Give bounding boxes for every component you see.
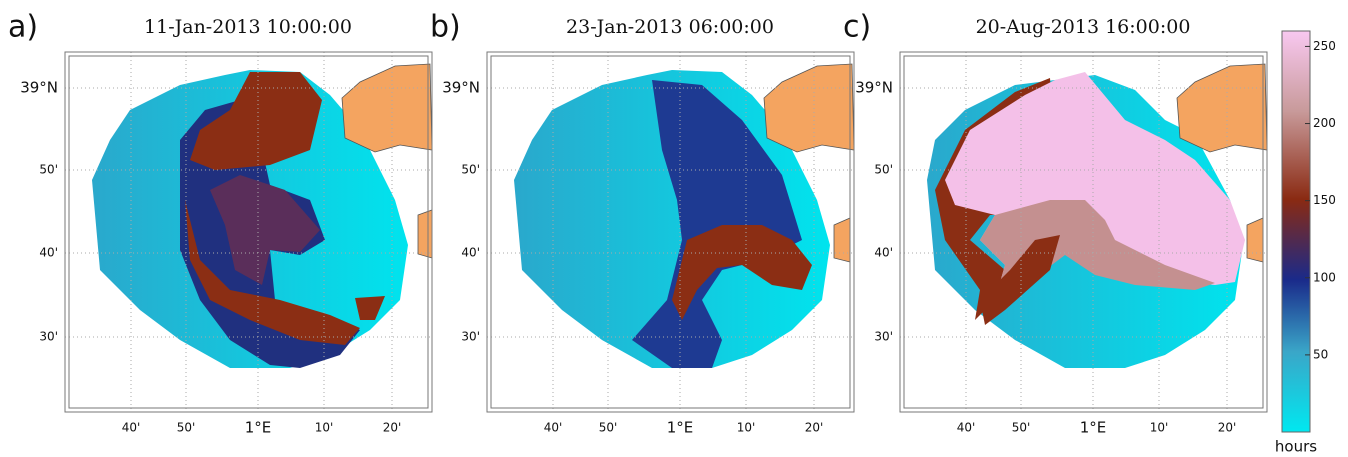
- frame: [490, 55, 851, 409]
- y-tick-label: 50': [461, 163, 480, 177]
- colorbar-tick-label: 150: [1313, 193, 1336, 207]
- field-b: [514, 63, 855, 368]
- frame: [64, 51, 433, 413]
- panel-title: 11-Jan-2013 10:00:00: [144, 16, 352, 38]
- y-tick-label: 39°N: [20, 79, 58, 97]
- x-tick-label: 1°E: [1080, 419, 1107, 437]
- y-tick-label: 40': [874, 246, 893, 260]
- y-tick-label: 30': [39, 330, 58, 344]
- frame: [486, 51, 855, 413]
- panel: b) 23-Jan-2013 06:00:00 40' 50' 1°E 10' 20' 39°…: [430, 10, 855, 437]
- panel-title: 20-Aug-2013 16:00:00: [976, 16, 1191, 38]
- colorbar-tick-label: 250: [1313, 39, 1336, 53]
- x-tick-label: 40': [122, 421, 141, 435]
- frame: [899, 51, 1268, 413]
- panel-label: c): [843, 10, 871, 45]
- colorbar-tick-label: 100: [1313, 270, 1336, 284]
- x-tick-label: 1°E: [245, 419, 272, 437]
- frame: [68, 55, 429, 409]
- panel-title: 23-Jan-2013 06:00:00: [566, 16, 774, 38]
- x-tick-label: 10': [1150, 421, 1169, 435]
- y-tick-label: 39°N: [855, 79, 893, 97]
- x-tick-label: 10': [737, 421, 756, 435]
- y-tick-label: 39°N: [442, 79, 480, 97]
- y-tick-label: 40': [461, 246, 480, 260]
- y-tick-label: 30': [461, 330, 480, 344]
- x-tick-label: 10': [315, 421, 334, 435]
- y-tick-label: 30': [874, 330, 893, 344]
- colorbar-tick-label: 50: [1313, 347, 1328, 361]
- panel: c) 20-Aug-2013 16:00:00 40' 50' 1°E 10' 20' 39°…: [843, 10, 1268, 437]
- panel-label: b): [430, 10, 461, 45]
- panel: a) 11-Jan-2013 10:00:00 40' 50' 1°E 10' 20' 39°…: [8, 10, 433, 437]
- x-tick-label: 40': [544, 421, 563, 435]
- x-tick-label: 1°E: [667, 419, 694, 437]
- x-tick-label: 20': [805, 421, 824, 435]
- x-tick-label: 40': [957, 421, 976, 435]
- panel-label: a): [8, 10, 38, 45]
- x-tick-label: 50': [599, 421, 618, 435]
- x-tick-label: 50': [1012, 421, 1031, 435]
- field-a: [92, 63, 433, 368]
- y-tick-label: 50': [874, 163, 893, 177]
- colorbar-tick-label: 200: [1313, 116, 1336, 130]
- colorbar: [1281, 30, 1311, 433]
- field-c: [927, 63, 1268, 368]
- x-tick-label: 20': [383, 421, 402, 435]
- y-tick-label: 40': [39, 246, 58, 260]
- x-tick-label: 50': [177, 421, 196, 435]
- colorbar-label: hours: [1275, 438, 1317, 456]
- frame: [903, 55, 1264, 409]
- y-tick-label: 50': [39, 163, 58, 177]
- x-tick-label: 20': [1218, 421, 1237, 435]
